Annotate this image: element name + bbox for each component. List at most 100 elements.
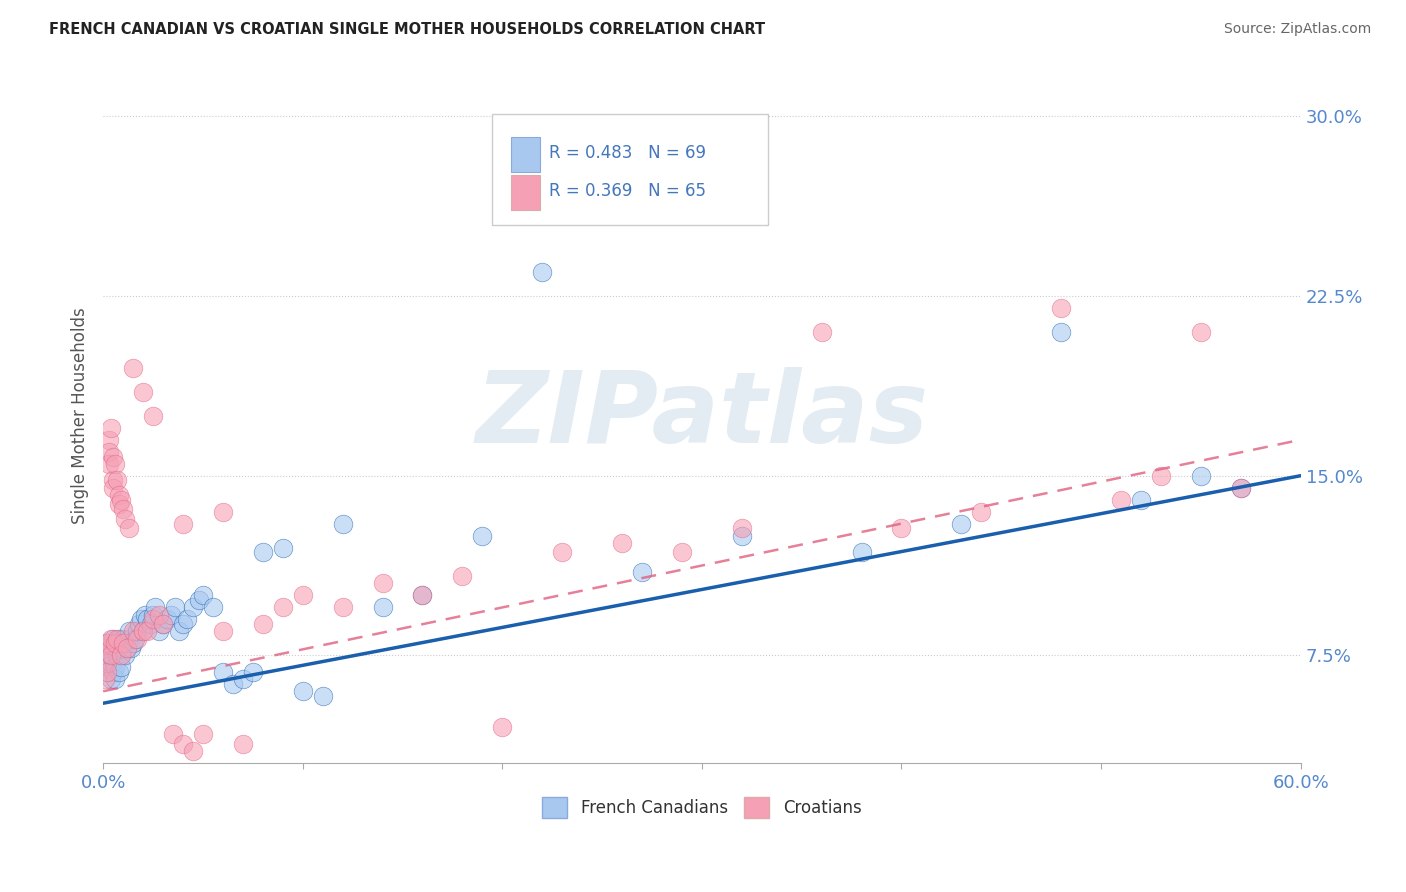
Point	[232, 673, 254, 687]
Point	[311, 689, 333, 703]
Point	[671, 545, 693, 559]
Point	[105, 474, 128, 488]
Point	[1050, 325, 1073, 339]
Point	[152, 617, 174, 632]
Point	[1150, 468, 1173, 483]
Point	[98, 444, 121, 458]
Point	[104, 673, 127, 687]
Text: R = 0.483   N = 69: R = 0.483 N = 69	[548, 145, 706, 162]
Point	[100, 673, 122, 687]
Point	[108, 488, 131, 502]
Point	[110, 492, 132, 507]
Point	[1229, 481, 1251, 495]
Point	[122, 636, 145, 650]
Point	[114, 512, 136, 526]
Point	[94, 673, 117, 687]
Text: Source: ZipAtlas.com: Source: ZipAtlas.com	[1223, 22, 1371, 37]
Point	[105, 648, 128, 663]
Point	[371, 576, 394, 591]
Point	[232, 737, 254, 751]
Text: R = 0.369   N = 65: R = 0.369 N = 65	[548, 182, 706, 200]
FancyBboxPatch shape	[512, 137, 540, 172]
Point	[212, 505, 235, 519]
Point	[291, 684, 314, 698]
Point	[118, 632, 141, 646]
Text: ZIPatlas: ZIPatlas	[475, 368, 928, 465]
Point	[114, 648, 136, 663]
Point	[371, 600, 394, 615]
Text: FRENCH CANADIAN VS CROATIAN SINGLE MOTHER HOUSEHOLDS CORRELATION CHART: FRENCH CANADIAN VS CROATIAN SINGLE MOTHE…	[49, 22, 765, 37]
Point	[176, 612, 198, 626]
Point	[122, 624, 145, 639]
Point	[1189, 325, 1212, 339]
Point	[132, 384, 155, 399]
Point	[731, 521, 754, 535]
Point	[222, 677, 245, 691]
Point	[332, 600, 354, 615]
Point	[172, 617, 194, 632]
Point	[114, 636, 136, 650]
Point	[115, 641, 138, 656]
Point	[100, 648, 122, 663]
Point	[139, 617, 162, 632]
FancyBboxPatch shape	[492, 113, 768, 225]
Point	[96, 636, 118, 650]
Point	[120, 641, 142, 656]
Point	[1109, 492, 1132, 507]
Point	[191, 589, 214, 603]
Point	[105, 632, 128, 646]
Point	[136, 612, 159, 626]
Point	[104, 636, 127, 650]
Point	[291, 589, 314, 603]
Point	[108, 632, 131, 646]
Point	[191, 727, 214, 741]
Point	[201, 600, 224, 615]
Point	[160, 607, 183, 622]
Point	[950, 516, 973, 531]
Point	[112, 636, 135, 650]
Point	[98, 457, 121, 471]
Point	[100, 421, 122, 435]
Point	[125, 624, 148, 639]
Point	[471, 528, 494, 542]
Point	[162, 727, 184, 741]
Point	[124, 632, 146, 646]
Point	[108, 498, 131, 512]
Point	[100, 641, 122, 656]
Point	[110, 648, 132, 663]
Point	[118, 521, 141, 535]
Point	[332, 516, 354, 531]
FancyBboxPatch shape	[512, 175, 540, 210]
Point	[125, 632, 148, 646]
Point	[110, 648, 132, 663]
Point	[163, 600, 186, 615]
Point	[187, 593, 209, 607]
Point	[134, 607, 156, 622]
Point	[1189, 468, 1212, 483]
Point	[110, 660, 132, 674]
Point	[731, 528, 754, 542]
Point	[212, 665, 235, 679]
Point	[129, 612, 152, 626]
Legend: French Canadians, Croatians: French Canadians, Croatians	[536, 790, 868, 824]
Point	[1050, 301, 1073, 315]
Point	[610, 535, 633, 549]
Point	[212, 624, 235, 639]
Point	[142, 612, 165, 626]
Point	[128, 617, 150, 632]
Point	[101, 665, 124, 679]
Point	[181, 600, 204, 615]
Point	[132, 624, 155, 639]
Point	[890, 521, 912, 535]
Point	[101, 632, 124, 646]
Point	[101, 450, 124, 464]
Y-axis label: Single Mother Households: Single Mother Households	[72, 308, 89, 524]
Point	[115, 641, 138, 656]
Point	[491, 720, 513, 734]
Point	[132, 624, 155, 639]
Point	[631, 565, 654, 579]
Point	[172, 516, 194, 531]
Point	[271, 541, 294, 555]
Point	[252, 545, 274, 559]
Point	[271, 600, 294, 615]
